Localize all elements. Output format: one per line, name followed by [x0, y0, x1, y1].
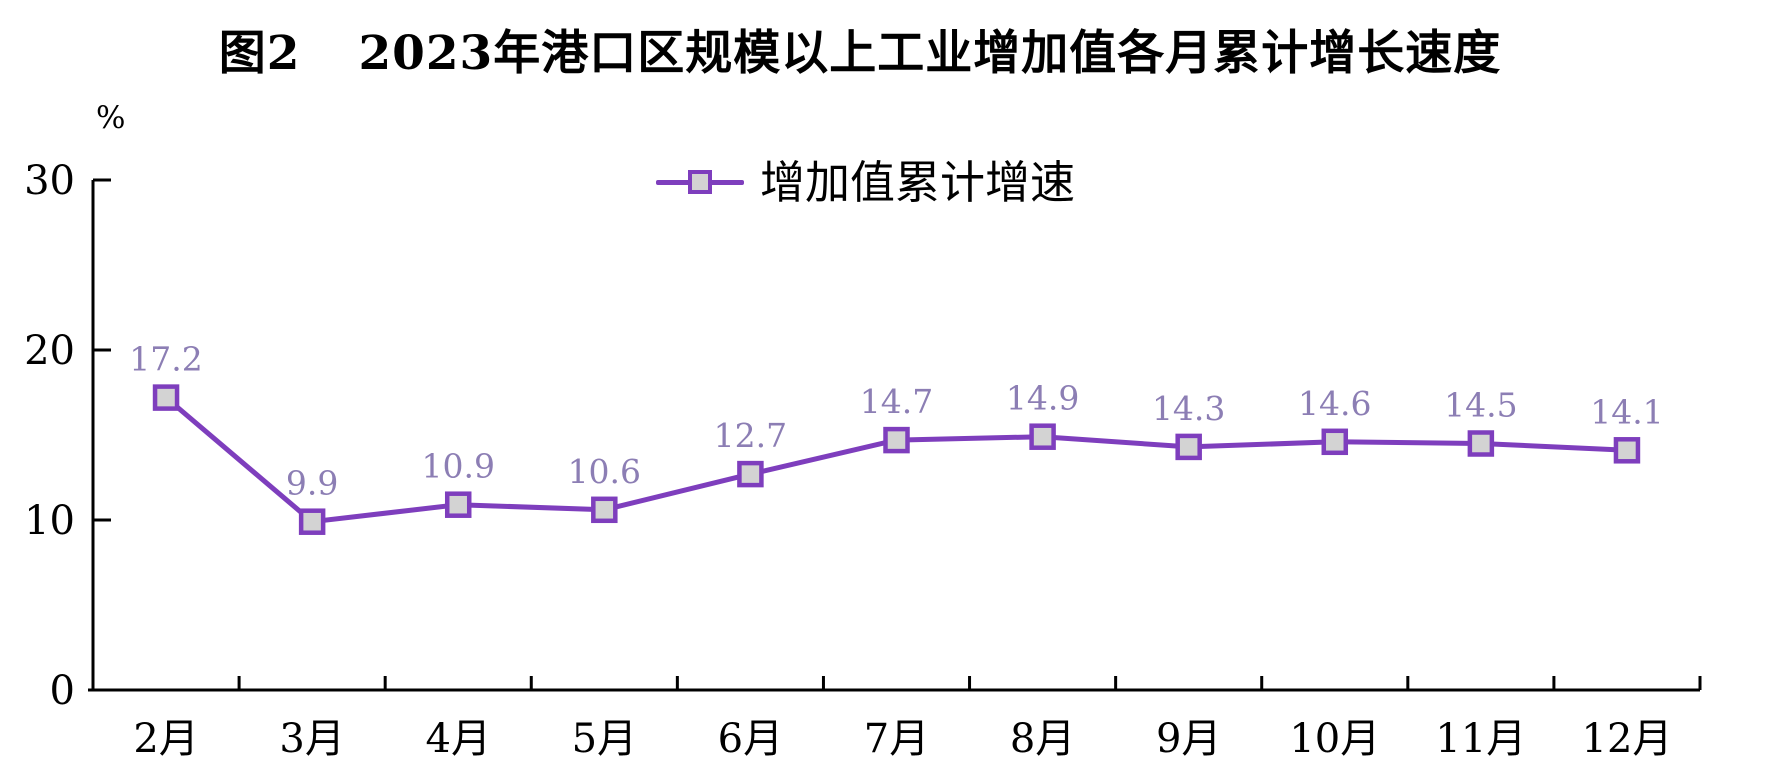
data-point-marker [444, 491, 472, 518]
data-point-label: 12.7 [714, 416, 787, 455]
x-tick-label: 10月 [1289, 716, 1380, 762]
data-point-marker [1467, 430, 1495, 457]
data-point-marker [591, 496, 618, 524]
data-point-marker [298, 508, 326, 535]
legend-line-marker-swatch [656, 169, 744, 195]
data-point-label: 14.9 [1006, 379, 1079, 418]
data-point-label: 17.2 [129, 340, 202, 379]
legend-square-marker-icon [688, 170, 712, 194]
x-tick-label: 12月 [1582, 716, 1673, 762]
x-tick-label: 5月 [572, 716, 637, 762]
data-point-marker [883, 426, 910, 454]
chart-legend: 增加值累计增速 [656, 152, 1075, 212]
data-point-label: 14.5 [1444, 386, 1517, 425]
y-tick-label: 20 [24, 328, 75, 374]
y-axis-unit-label: % [96, 100, 125, 136]
data-point-label: 14.3 [1152, 389, 1225, 428]
y-tick-label: 10 [24, 498, 75, 544]
x-tick-label: 7月 [864, 716, 929, 762]
data-point-label: 14.7 [860, 382, 933, 421]
legend-label: 增加值累计增速 [760, 155, 1076, 209]
chart-title: 图2 2023年港口区规模以上工业增加值各月累计增长速度 [0, 14, 1720, 83]
x-tick-label: 2月 [133, 716, 198, 762]
x-tick-label: 11月 [1435, 716, 1526, 762]
data-point-label: 10.9 [421, 447, 494, 486]
x-tick-label: 4月 [426, 716, 491, 762]
data-point-marker [1613, 437, 1641, 464]
data-point-label: 14.1 [1590, 392, 1663, 431]
data-point-marker [152, 384, 180, 411]
data-point-marker [1029, 423, 1056, 450]
data-point-marker [1321, 428, 1349, 456]
x-tick-label: 8月 [1010, 716, 1075, 762]
chart-title-prefix: 图2 [218, 26, 301, 81]
x-tick-label: 3月 [279, 716, 344, 762]
chart-title-text: 2023年港口区规模以上工业增加值各月累计增长速度 [358, 26, 1502, 81]
data-point-label: 10.6 [568, 452, 641, 491]
x-tick-label: 9月 [1156, 716, 1221, 762]
data-point-marker [737, 460, 764, 488]
y-tick-label: 30 [24, 158, 75, 204]
x-tick-label: 6月 [718, 716, 783, 762]
data-point-marker [1175, 433, 1202, 461]
y-tick-label: 0 [50, 668, 75, 714]
data-point-label: 14.6 [1298, 384, 1371, 423]
data-point-label: 9.9 [286, 464, 338, 503]
